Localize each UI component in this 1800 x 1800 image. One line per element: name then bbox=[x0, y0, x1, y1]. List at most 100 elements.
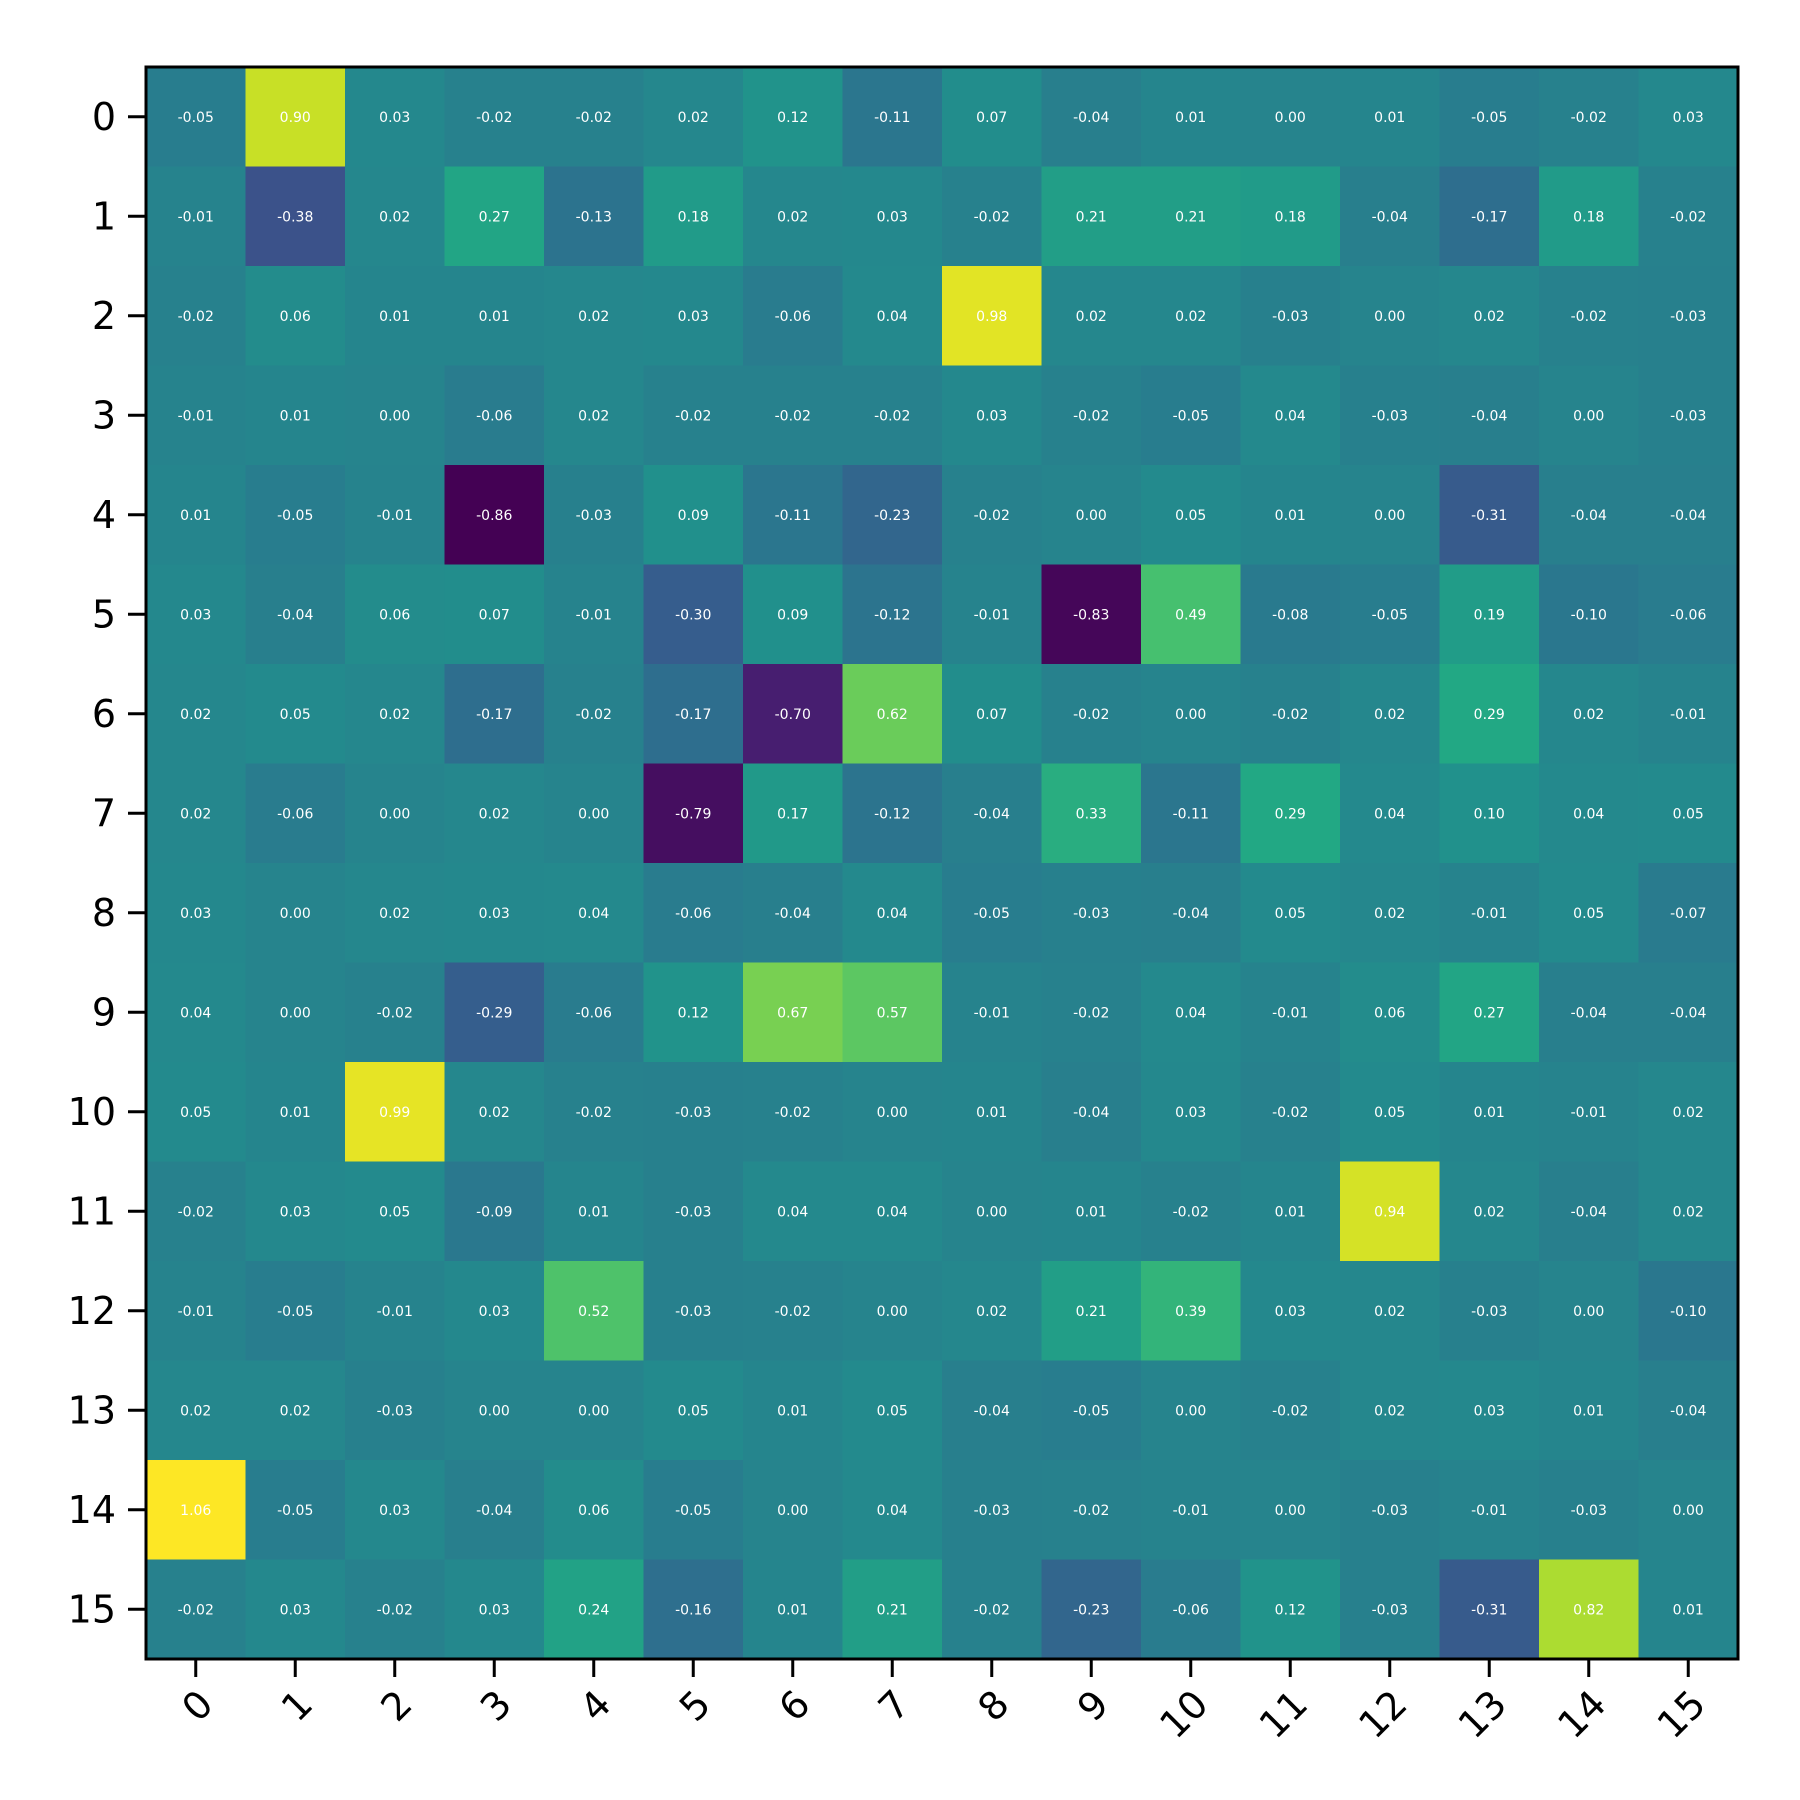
heatmap-cell-r1-c12 bbox=[1340, 166, 1441, 267]
cell-value-label: -0.05 bbox=[277, 1304, 313, 1320]
cell-value-label: 0.10 bbox=[1474, 806, 1505, 822]
cell-value-label: -0.31 bbox=[1471, 508, 1507, 524]
cell-value-label: 0.00 bbox=[1275, 110, 1306, 126]
cell-value-label: 0.02 bbox=[1573, 707, 1604, 723]
cell-value-label: 0.67 bbox=[777, 1005, 808, 1021]
heatmap-cell-r2-c11 bbox=[1240, 266, 1341, 367]
cell-value-label: -0.06 bbox=[675, 906, 711, 922]
heatmap-cell-r15-c14 bbox=[1539, 1559, 1640, 1660]
heatmap-cell-r5-c3 bbox=[444, 564, 545, 665]
cell-value-label: -0.02 bbox=[1272, 707, 1308, 723]
cell-value-label: -0.31 bbox=[1471, 1602, 1507, 1618]
cell-value-label: 0.03 bbox=[379, 110, 410, 126]
cell-value-label: 0.04 bbox=[1374, 806, 1405, 822]
cell-value-label: 0.94 bbox=[1374, 1204, 1405, 1220]
cell-value-label: 0.27 bbox=[1474, 1005, 1505, 1021]
cell-value-label: -0.01 bbox=[1272, 1005, 1308, 1021]
heatmap-cell-r5-c10 bbox=[1141, 564, 1242, 665]
heatmap-cell-r13-c11 bbox=[1240, 1360, 1341, 1461]
heatmap-cell-r14-c10 bbox=[1141, 1460, 1242, 1561]
cell-value-label: -0.05 bbox=[1173, 408, 1209, 424]
heatmap-cell-r3-c0 bbox=[146, 365, 247, 466]
heatmap-cell-r3-c2 bbox=[345, 365, 446, 466]
y-tick-label: 9 bbox=[92, 990, 116, 1034]
cell-value-label: -0.02 bbox=[1670, 209, 1706, 225]
cell-value-label: -0.12 bbox=[874, 806, 910, 822]
cell-value-label: 0.00 bbox=[1175, 707, 1206, 723]
x-tick-label: 14 bbox=[1549, 1682, 1614, 1747]
cell-value-label: -0.38 bbox=[277, 209, 313, 225]
cell-value-label: -0.01 bbox=[1471, 906, 1507, 922]
heatmap-cell-r8-c15 bbox=[1638, 863, 1739, 964]
cell-value-label: 0.01 bbox=[1374, 110, 1405, 126]
heatmap-cell-r5-c12 bbox=[1340, 564, 1441, 665]
heatmap-cell-r4-c7 bbox=[842, 465, 943, 566]
cell-value-label: 0.00 bbox=[379, 408, 410, 424]
cell-value-label: -0.02 bbox=[178, 1204, 214, 1220]
cell-value-label: -0.04 bbox=[1073, 1105, 1109, 1121]
cell-value-label: 0.00 bbox=[877, 1105, 908, 1121]
heatmap-cell-r11-c12 bbox=[1340, 1161, 1441, 1262]
heatmap-cell-r9-c1 bbox=[245, 962, 346, 1063]
cell-value-label: 0.17 bbox=[777, 806, 808, 822]
heatmap-cell-r15-c1 bbox=[245, 1559, 346, 1660]
heatmap-cell-r1-c13 bbox=[1439, 166, 1540, 267]
x-tick-label: 13 bbox=[1450, 1682, 1515, 1747]
heatmap-cell-r12-c3 bbox=[444, 1261, 545, 1362]
heatmap-cell-r1-c9 bbox=[1041, 166, 1142, 267]
plot-frame bbox=[144, 65, 1740, 1661]
heatmap-cell-r12-c14 bbox=[1539, 1261, 1640, 1362]
y-tick-label: 3 bbox=[92, 393, 116, 437]
heatmap-cell-r13-c15 bbox=[1638, 1360, 1739, 1461]
heatmap-cell-r0-c0 bbox=[146, 67, 247, 168]
heatmap-cell-r0-c6 bbox=[743, 67, 844, 168]
cell-value-label: 0.03 bbox=[1175, 1105, 1206, 1121]
cell-value-label: -0.02 bbox=[1571, 309, 1607, 325]
cell-value-label: -0.04 bbox=[1571, 1204, 1607, 1220]
heatmap-cell-r3-c12 bbox=[1340, 365, 1441, 466]
heatmap-cell-r15-c8 bbox=[942, 1559, 1043, 1660]
heatmap-cell-r1-c5 bbox=[643, 166, 744, 267]
heatmap-cell-r11-c14 bbox=[1539, 1161, 1640, 1262]
heatmap-cell-r1-c2 bbox=[345, 166, 446, 267]
y-tick-label: 1 bbox=[92, 194, 116, 238]
cell-value-label: -0.02 bbox=[775, 1304, 811, 1320]
cell-value-label: -0.03 bbox=[675, 1304, 711, 1320]
cell-value-label: -0.01 bbox=[1571, 1105, 1607, 1121]
cell-value-label: 0.02 bbox=[1673, 1204, 1704, 1220]
y-tick-label: 0 bbox=[92, 95, 116, 139]
cell-value-label: -0.02 bbox=[775, 1105, 811, 1121]
cell-value-label: 0.01 bbox=[1275, 1204, 1306, 1220]
x-tick-label: 8 bbox=[969, 1682, 1017, 1730]
heatmap-cell-r6-c6 bbox=[743, 664, 844, 765]
heatmap-cell-r3-c9 bbox=[1041, 365, 1142, 466]
heatmap-cell-r7-c5 bbox=[643, 763, 744, 864]
cell-value-label: -0.01 bbox=[974, 1005, 1010, 1021]
x-tick-label: 12 bbox=[1350, 1682, 1415, 1747]
cell-value-label: 0.02 bbox=[578, 309, 609, 325]
heatmap-cell-r0-c2 bbox=[345, 67, 446, 168]
cell-value-label: -0.08 bbox=[1272, 607, 1308, 623]
heatmap-cell-r6-c11 bbox=[1240, 664, 1341, 765]
heatmap-cells bbox=[146, 67, 1739, 1660]
heatmap-cell-r13-c1 bbox=[245, 1360, 346, 1461]
cell-value-label: 0.00 bbox=[1175, 1403, 1206, 1419]
cell-value-label: 0.04 bbox=[877, 1503, 908, 1519]
heatmap-cell-r0-c13 bbox=[1439, 67, 1540, 168]
heatmap-cell-r4-c2 bbox=[345, 465, 446, 566]
heatmap-cell-r13-c8 bbox=[942, 1360, 1043, 1461]
heatmap-cell-r7-c0 bbox=[146, 763, 247, 864]
cell-value-label: 0.02 bbox=[678, 110, 709, 126]
cell-value-label: 0.52 bbox=[578, 1304, 609, 1320]
heatmap-cell-r12-c15 bbox=[1638, 1261, 1739, 1362]
heatmap-cell-r12-c13 bbox=[1439, 1261, 1540, 1362]
heatmap-cell-r15-c4 bbox=[544, 1559, 645, 1660]
cell-value-label: 0.01 bbox=[280, 408, 311, 424]
heatmap-cell-r9-c12 bbox=[1340, 962, 1441, 1063]
heatmap-cell-r4-c10 bbox=[1141, 465, 1242, 566]
cell-value-label: -0.03 bbox=[1670, 408, 1706, 424]
heatmap-cell-r1-c6 bbox=[743, 166, 844, 267]
heatmap-cell-r1-c0 bbox=[146, 166, 247, 267]
cell-value-label: 0.29 bbox=[1474, 707, 1505, 723]
heatmap-cell-r7-c9 bbox=[1041, 763, 1142, 864]
